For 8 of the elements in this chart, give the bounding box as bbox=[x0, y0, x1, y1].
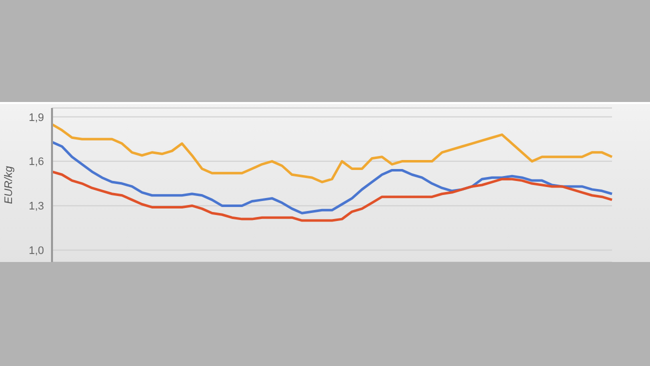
y-tick-label: 1,6 bbox=[28, 156, 44, 168]
line-series bbox=[50, 170, 614, 222]
y-tick-label: 1,0 bbox=[28, 245, 44, 258]
y-tick-label: 1,9 bbox=[28, 112, 44, 124]
y-tick-label: 1,3 bbox=[28, 200, 44, 213]
line-series bbox=[50, 123, 614, 184]
y-axis-title: EUR/kg bbox=[2, 165, 15, 204]
line-series bbox=[50, 140, 614, 214]
